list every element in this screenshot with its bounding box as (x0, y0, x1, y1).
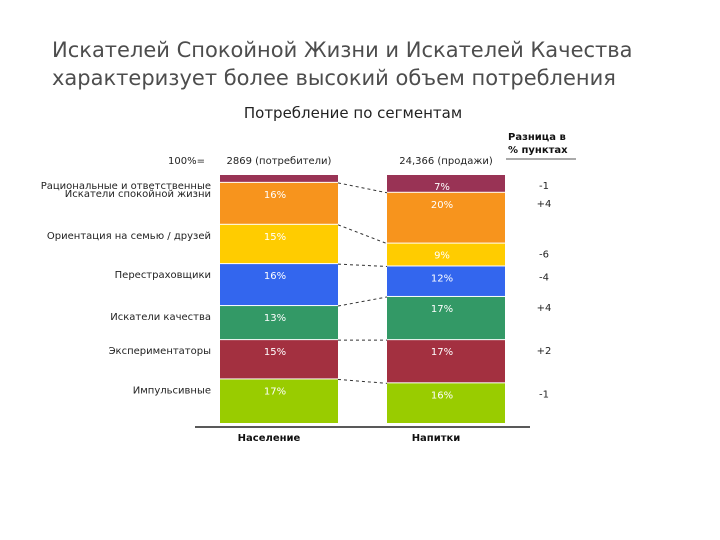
difference-value: +4 (537, 199, 552, 210)
bar-segment (220, 182, 338, 224)
connector-line (337, 296, 388, 307)
bar-segment (220, 175, 338, 182)
segment-value-label: 16% (431, 390, 453, 401)
bar-segment (220, 340, 338, 379)
segment-name-label: Рациональные и ответственные (41, 181, 211, 192)
difference-value: +4 (537, 303, 552, 314)
difference-header-line-2: % пунктах (508, 145, 568, 156)
segment-value-label: 16% (264, 190, 286, 201)
segment-value-label: 17% (431, 304, 453, 315)
difference-value: -1 (539, 389, 549, 400)
column-label: Население (238, 433, 301, 444)
bar-segment (387, 243, 505, 266)
bar-segment (387, 175, 505, 192)
segment-value-label: 15% (264, 232, 286, 243)
segment-name-label: Ориентация на семью / друзей (47, 231, 211, 242)
segment-name-label: Импульсивные (133, 385, 211, 396)
difference-value: -6 (539, 250, 549, 261)
bar-segment (220, 306, 338, 340)
connector-line (337, 182, 388, 194)
connector-line (337, 378, 388, 384)
segment-value-label: 9% (434, 251, 450, 262)
column-total-label: 2869 (потребители) (227, 156, 332, 167)
segment-value-label: 13% (264, 313, 286, 324)
segment-name-label: Искатели качества (110, 312, 211, 323)
column-label: Напитки (412, 433, 461, 444)
difference-value: +2 (537, 346, 552, 357)
headline-line-1: Искателей Спокойной Жизни и Искателей Ка… (52, 38, 633, 62)
segment-name-label: Экспериментаторы (109, 346, 211, 357)
connector-line (337, 224, 388, 245)
bar-segment (387, 266, 505, 296)
bar-segment (220, 224, 338, 264)
difference-header-line-1: Разница в (508, 132, 566, 143)
segment-value-label: 15% (264, 347, 286, 358)
bar-segment (387, 340, 505, 383)
slide-headline: Искателей Спокойной Жизни и Искателей Ка… (52, 36, 692, 92)
segment-value-label: 20% (431, 200, 453, 211)
bar-segment (220, 264, 338, 306)
bar-segment (387, 383, 505, 423)
segment-value-label: 7% (434, 182, 450, 193)
column-total-label: 24,366 (продажи) (399, 156, 493, 167)
difference-value: -4 (539, 272, 549, 283)
segment-value-label: 17% (264, 386, 286, 397)
segment-value-label: 17% (431, 347, 453, 358)
bar-segment (387, 296, 505, 340)
segment-value-label: 16% (264, 271, 286, 282)
base-label: 100%= (168, 156, 205, 167)
difference-value: -1 (539, 181, 549, 192)
bar-segment (220, 379, 338, 423)
bar-segment (387, 192, 505, 243)
headline-line-2: характеризует более высокий объем потреб… (52, 66, 616, 90)
segment-name-label: Искатели спокойной жизни (65, 189, 211, 200)
chart-title: Потребление по сегментам (243, 104, 463, 122)
segment-value-label: 12% (431, 273, 453, 284)
connector-line (337, 263, 388, 267)
segment-name-label: Перестраховщики (115, 270, 211, 281)
